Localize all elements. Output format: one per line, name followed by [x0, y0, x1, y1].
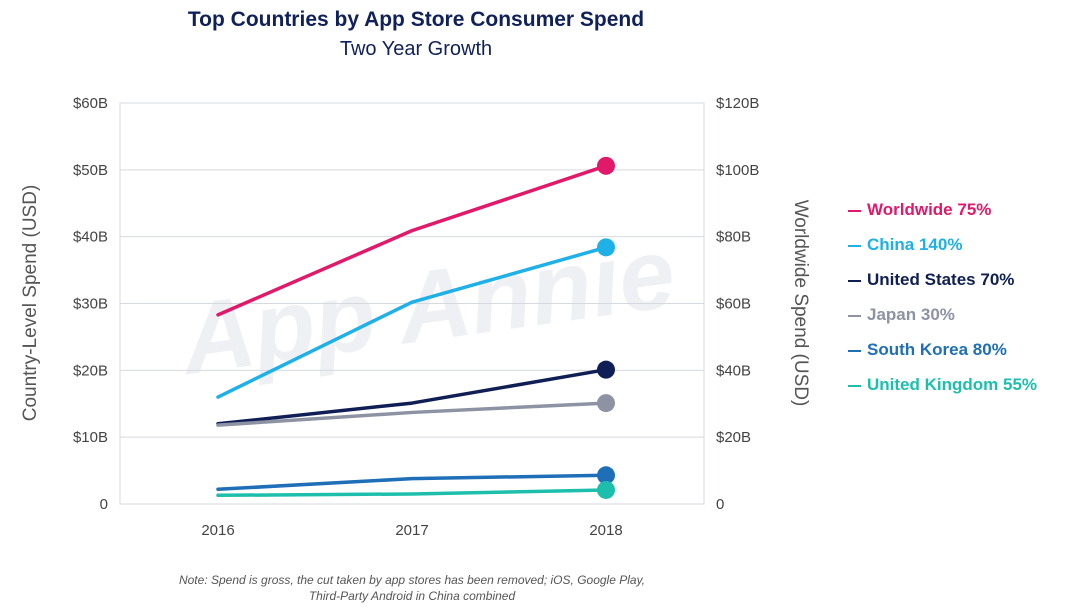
y-right-tick-label: 0 — [716, 496, 724, 513]
y-left-tick-label: $60B — [73, 95, 108, 112]
legend-swatch — [848, 349, 861, 352]
y-left-tick-label: $40B — [73, 229, 108, 246]
legend-series-growth: 55% — [998, 375, 1038, 394]
chart-subtitle: Two Year Growth — [339, 38, 493, 60]
series-marker-united-kingdom — [597, 480, 615, 499]
note-line-1: Note: Spend is gross, the cut taken by a… — [178, 573, 646, 587]
legend-series-name: United Kingdom — [867, 375, 999, 394]
legend-item-china: China 140% — [848, 233, 1037, 268]
y-left-axis-title: Country-Level Spend (USD) — [20, 185, 41, 422]
legend-swatch — [848, 244, 861, 247]
legend-item-japan: Japan 30% — [848, 303, 1037, 338]
x-tick-label: 2017 — [395, 522, 428, 539]
legend-series-growth: 75% — [952, 200, 992, 219]
series-line-united-states — [216, 367, 608, 426]
legend-series-name: China — [867, 235, 915, 254]
legend-item-united-states: United States 70% — [848, 268, 1037, 303]
legend-series-name: Worldwide — [867, 200, 953, 219]
legend-series-name: South Korea — [867, 340, 969, 359]
series-marker-china — [597, 238, 615, 257]
y-right-tick-label: $80B — [716, 229, 751, 246]
series-line-south-korea — [216, 473, 608, 492]
chart-legend: Worldwide 75% China 140% United States 70%… — [848, 198, 1037, 408]
series-marker-south-korea — [597, 466, 615, 485]
y-right-tick-label: $20B — [716, 429, 751, 446]
y-right-tick-label: $100B — [716, 162, 759, 179]
y-left-tick-label: 0 — [100, 496, 108, 513]
series-marker-united-states — [597, 360, 615, 379]
legend-series-name: United States — [867, 270, 976, 289]
legend-item-united-kingdom: United Kingdom 55% — [848, 373, 1037, 408]
legend-swatch — [848, 209, 861, 212]
y-right-tick-label: $120B — [716, 95, 759, 112]
chart-title: Top Countries by App Store Consumer Spen… — [187, 8, 645, 31]
legend-series-growth: 140% — [914, 235, 963, 254]
legend-series-growth: 80% — [968, 340, 1007, 359]
y-left-tick-label: $10B — [73, 429, 108, 446]
y-right-axis-title: Worldwide Spend (USD) — [790, 200, 811, 407]
legend-series-growth: 70% — [975, 270, 1015, 289]
y-left-tick-label: $50B — [73, 162, 108, 179]
note-line-2: Third-Party Android in China combined — [308, 589, 516, 603]
series-line-united-kingdom — [216, 488, 608, 498]
x-tick-label: 2016 — [201, 522, 234, 539]
y-right-tick-label: $40B — [716, 362, 751, 379]
series-line-japan — [216, 401, 608, 427]
series-marker-japan — [597, 394, 615, 413]
legend-swatch — [848, 384, 861, 387]
x-tick-label: 2018 — [589, 522, 622, 539]
legend-swatch — [848, 279, 861, 282]
series-line-worldwide — [216, 164, 608, 317]
chart-note: Note: Spend is gross, the cut taken by a… — [0, 572, 824, 604]
y-right-tick-label: $60B — [716, 296, 751, 313]
legend-series-name: Japan — [867, 305, 917, 324]
series-line-china — [216, 245, 608, 399]
legend-item-worldwide: Worldwide 75% — [848, 198, 1037, 233]
legend-series-growth: 30% — [916, 305, 955, 324]
legend-swatch — [848, 314, 861, 317]
series-marker-worldwide — [597, 156, 615, 175]
y-left-tick-label: $30B — [73, 296, 108, 313]
legend-item-south-korea: South Korea 80% — [848, 338, 1037, 373]
y-left-tick-label: $20B — [73, 362, 108, 379]
